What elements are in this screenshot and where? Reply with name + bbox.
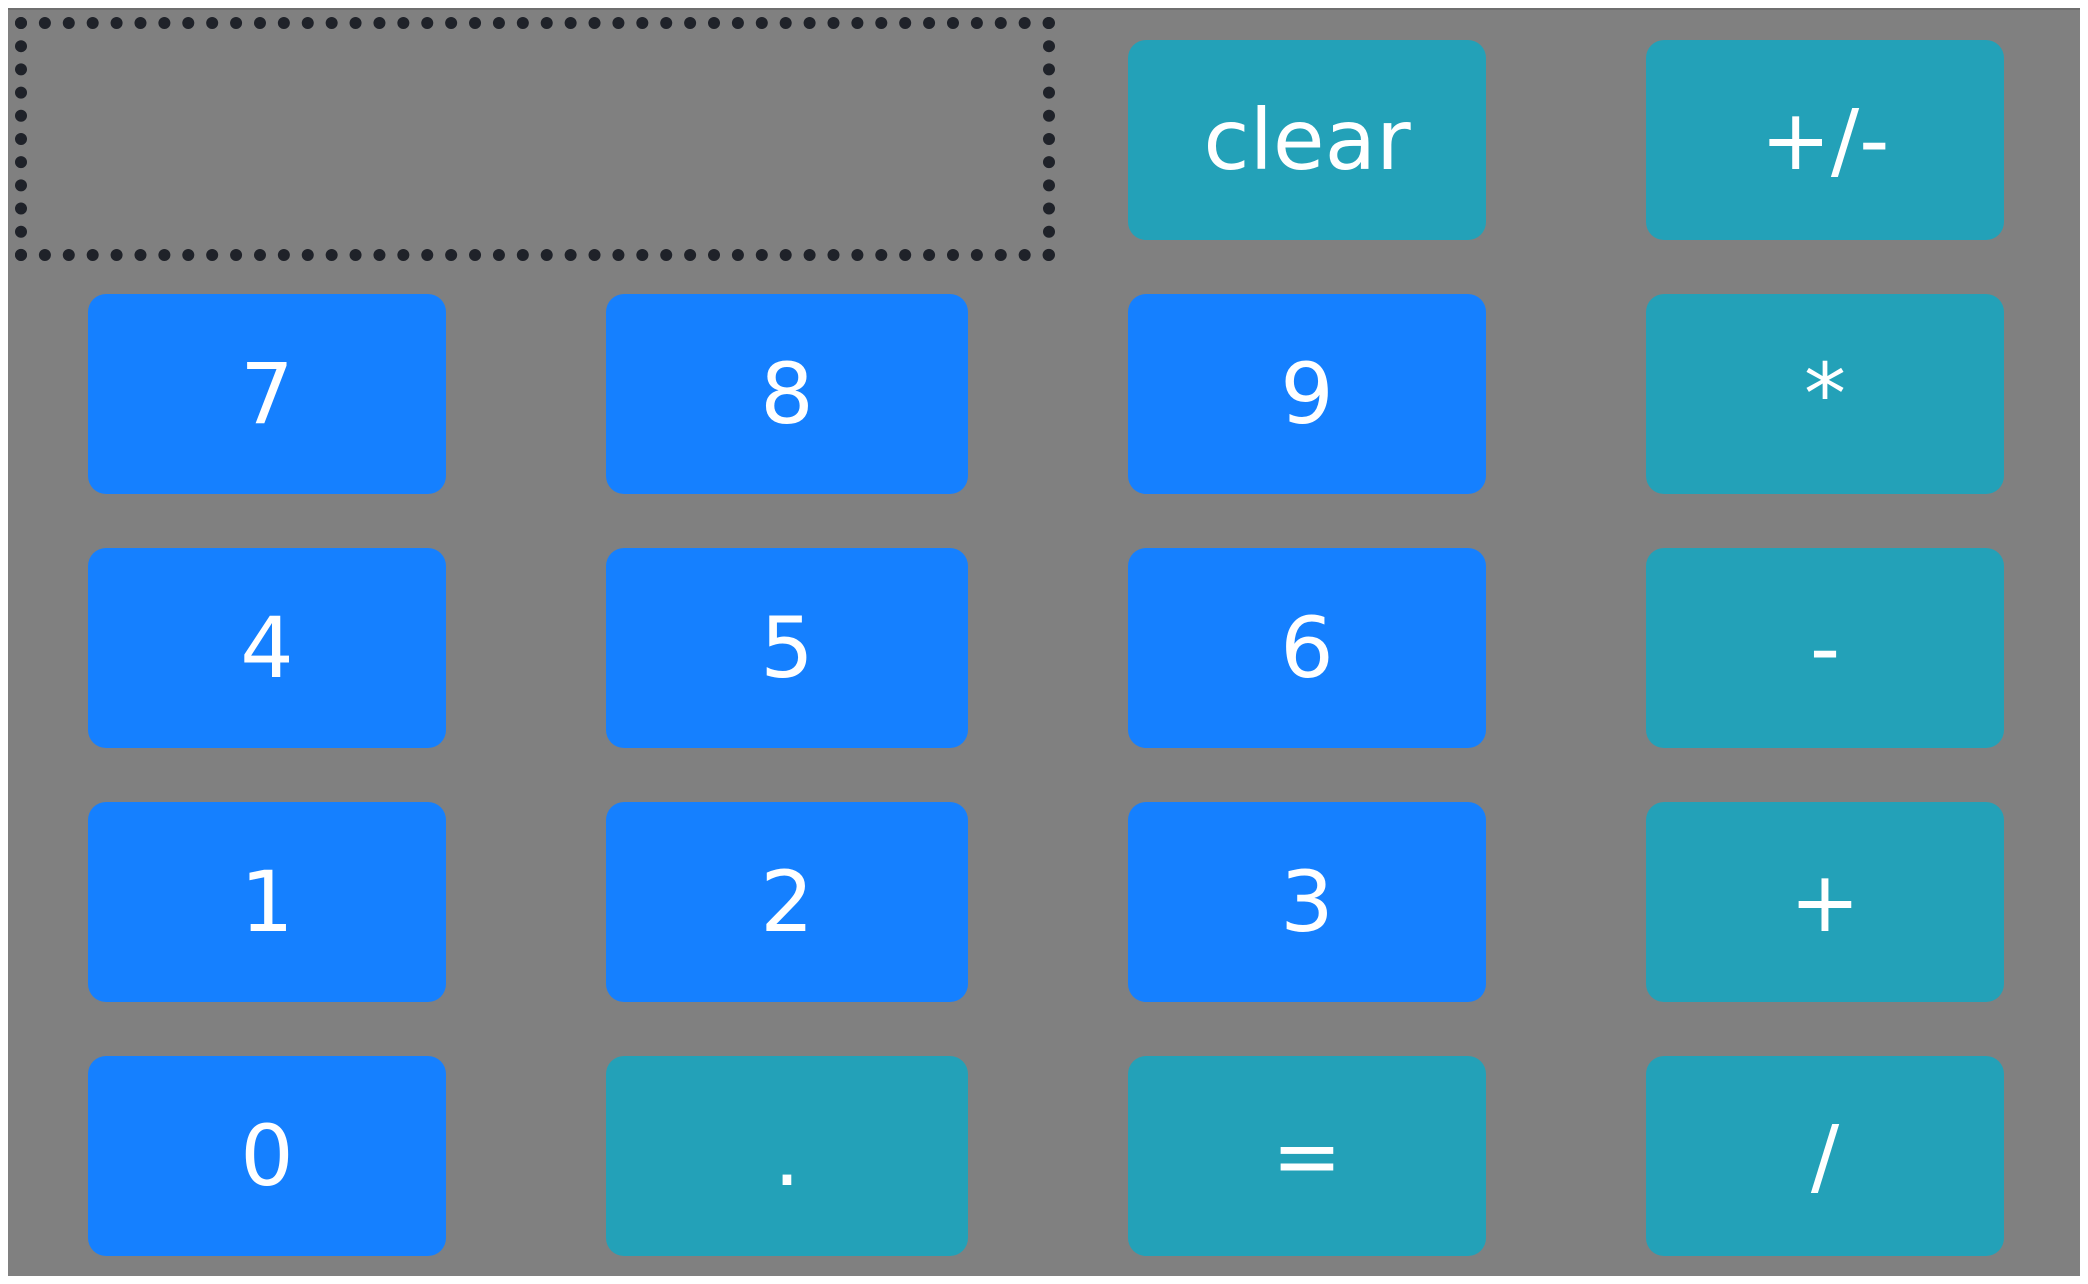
multiply-button[interactable]: * [1646,294,2004,494]
clear-button[interactable]: clear [1128,40,1486,240]
digit-2-button[interactable]: 2 [606,802,968,1002]
divide-button[interactable]: / [1646,1056,2004,1256]
digit-1-button[interactable]: 1 [88,802,446,1002]
digit-6-button[interactable]: 6 [1128,548,1486,748]
calculator-display [15,17,1055,261]
equals-button[interactable]: = [1128,1056,1486,1256]
digit-7-button[interactable]: 7 [88,294,446,494]
digit-3-button[interactable]: 3 [1128,802,1486,1002]
calculator: clear +/- 7 8 9 * 4 5 6 - 1 2 3 + 0 . = … [8,8,2080,1276]
digit-4-button[interactable]: 4 [88,548,446,748]
digit-5-button[interactable]: 5 [606,548,968,748]
subtract-button[interactable]: - [1646,548,2004,748]
digit-0-button[interactable]: 0 [88,1056,446,1256]
negate-button[interactable]: +/- [1646,40,2004,240]
digit-9-button[interactable]: 9 [1128,294,1486,494]
add-button[interactable]: + [1646,802,2004,1002]
digit-8-button[interactable]: 8 [606,294,968,494]
decimal-button[interactable]: . [606,1056,968,1256]
